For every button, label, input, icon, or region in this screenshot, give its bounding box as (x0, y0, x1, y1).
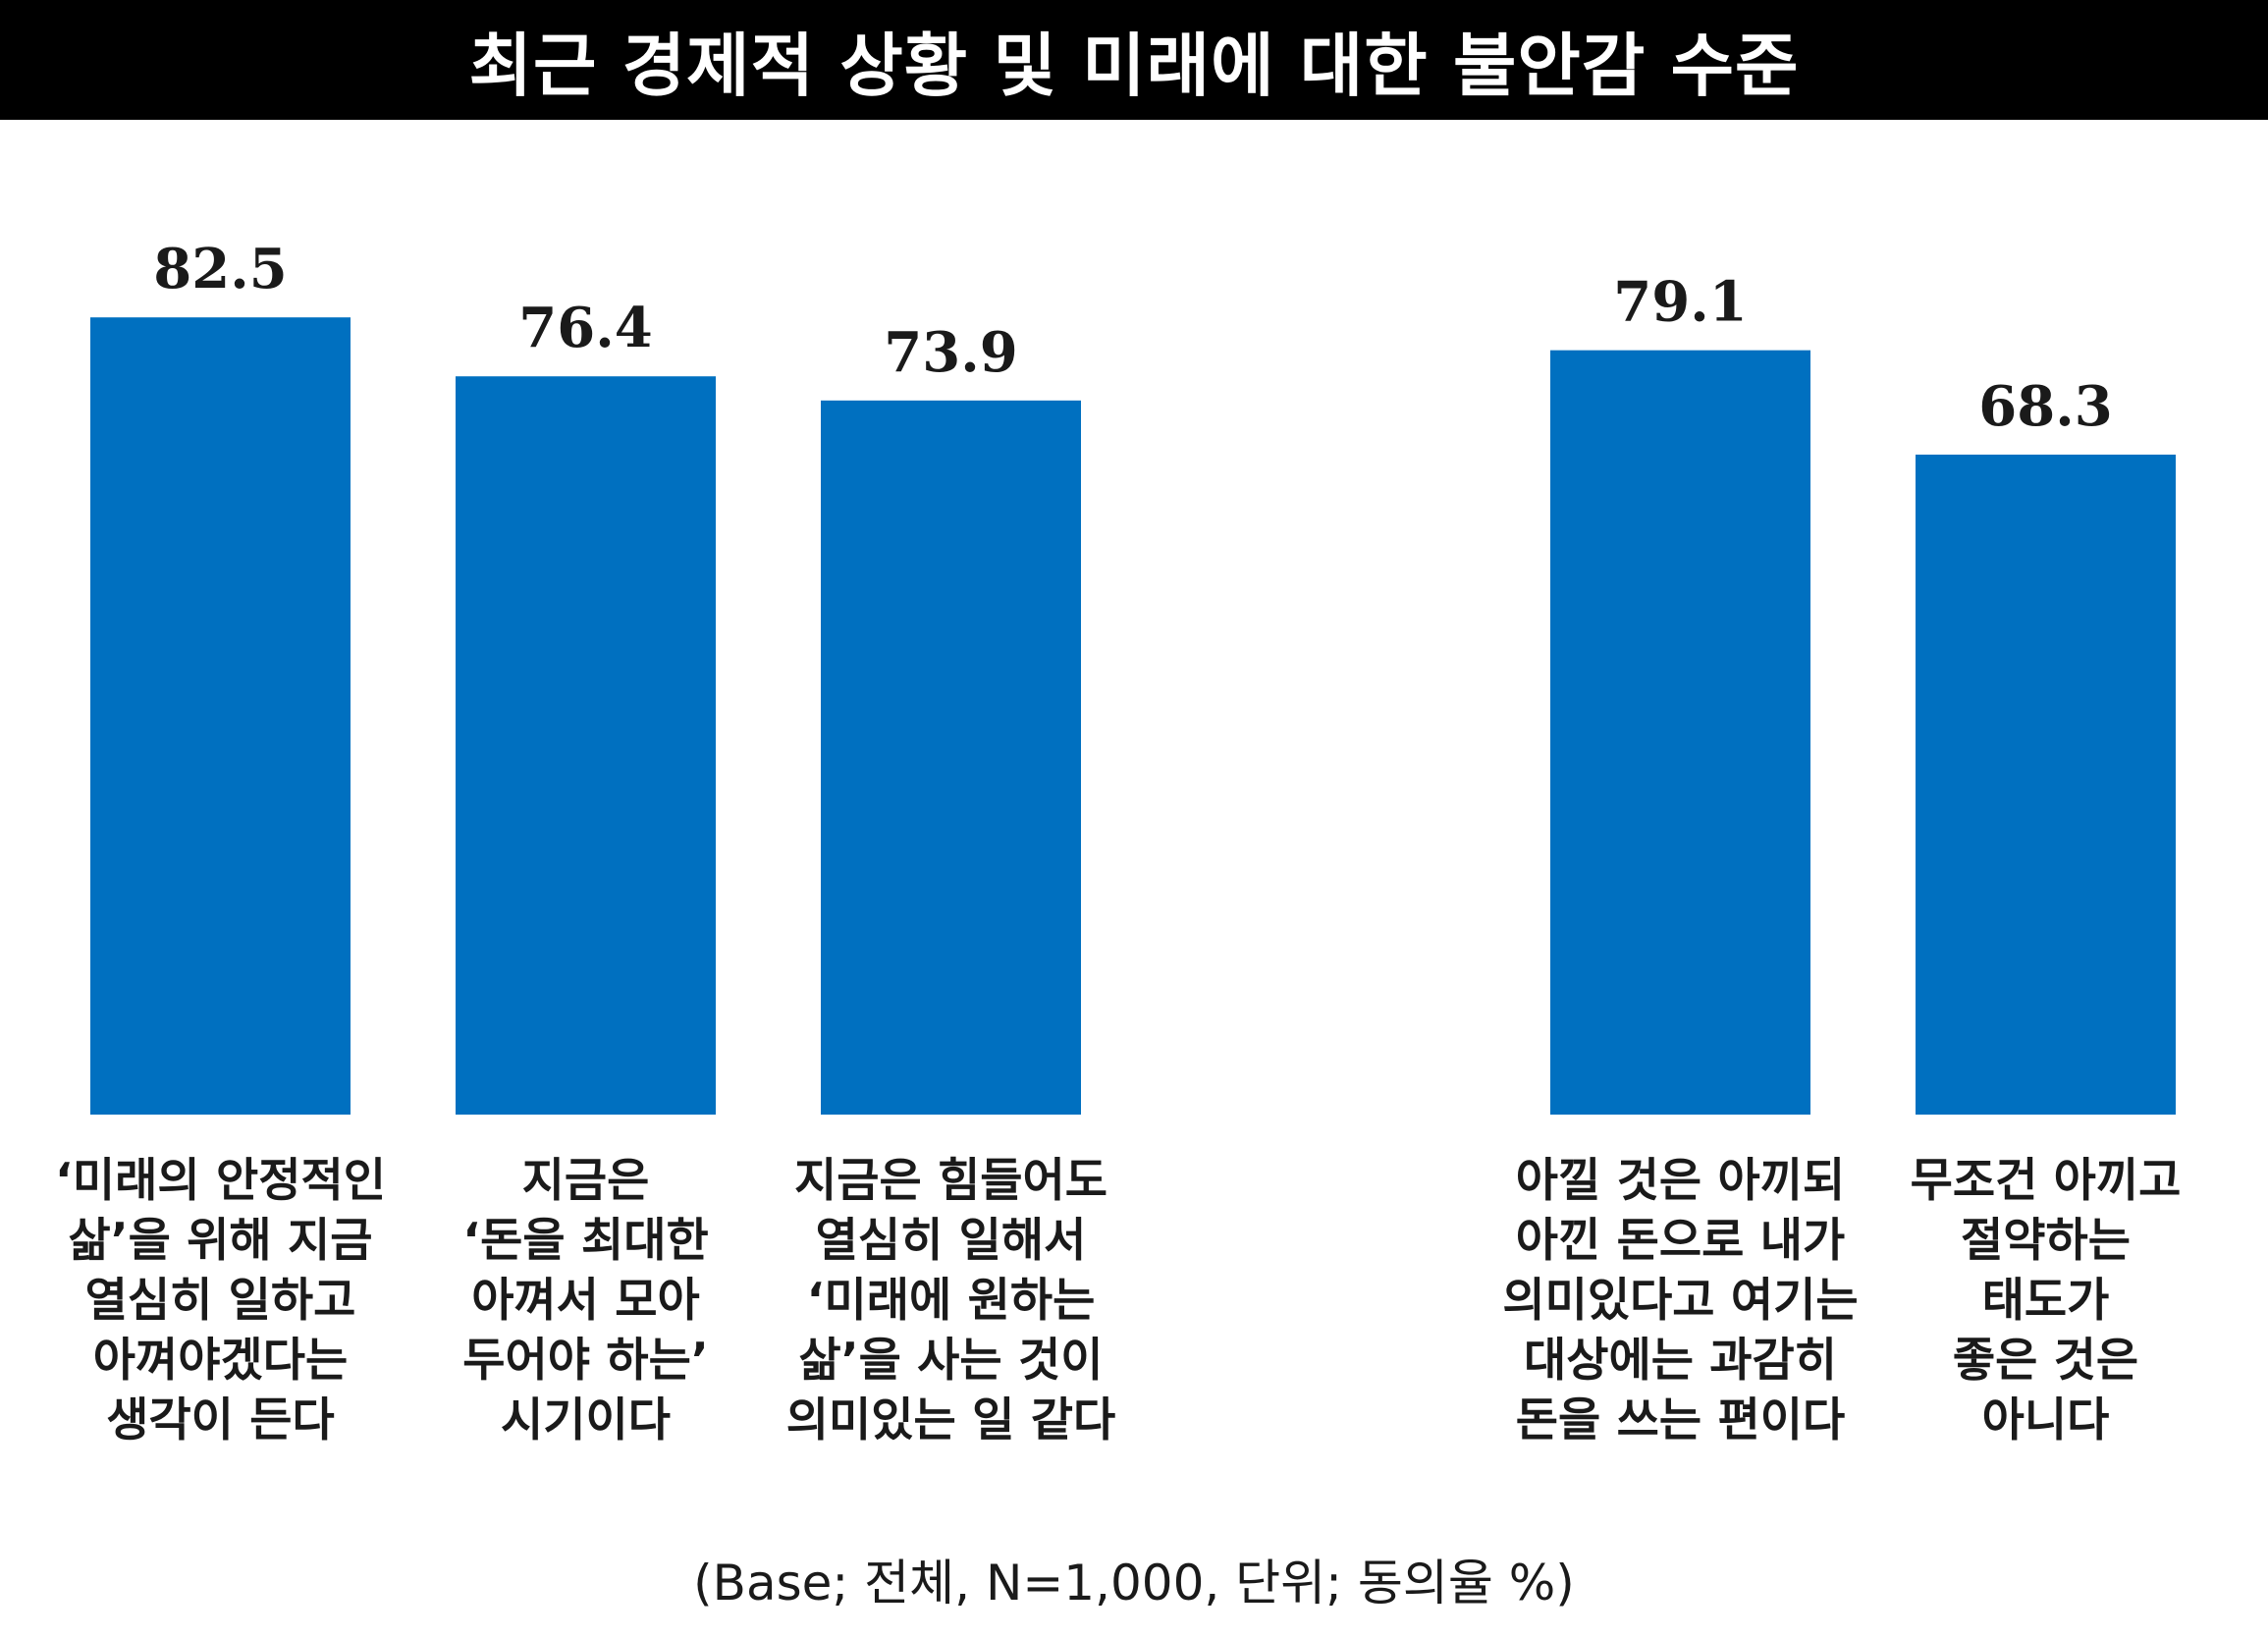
bar-value-label-3: 73.9 (884, 320, 1017, 385)
bar-value-label-4: 79.1 (1613, 270, 1747, 335)
bar-value-label-2: 76.4 (518, 296, 652, 360)
bar-2 (456, 376, 716, 1115)
bar-value-label-5: 68.3 (1978, 374, 2112, 439)
category-label-3: 지금은 힘들어도 열심히 일해서 ‘미래에 원하는 삶’을 사는 것이 의미있는… (785, 1154, 1116, 1447)
title-bar: 최근 경제적 상황 및 미래에 대한 불안감 수준 (0, 0, 2268, 120)
footnote: (Base; 전체, N=1,000, 단위; 동의율 %) (693, 1555, 1575, 1611)
bar-1 (90, 317, 351, 1115)
bar-value-label-1: 82.5 (153, 237, 287, 301)
bar-3 (821, 400, 1081, 1116)
category-label-1: ‘미래의 안정적인 삶’을 위해 지금 열심히 일하고 아껴야겠다는 생각이 든… (55, 1154, 386, 1447)
category-label-4: 아낄 것은 아끼되 아낀 돈으로 내가 의미있다고 여기는 대상에는 과감히 돈… (1502, 1154, 1859, 1447)
chart-title: 최근 경제적 상황 및 미래에 대한 불안감 수준 (468, 25, 1800, 106)
bar-5 (1916, 454, 2176, 1116)
bar-4 (1550, 350, 1810, 1115)
category-label-2: 지금은 ‘돈을 최대한 아껴서 모아 두어야 하는’ 시기이다 (462, 1154, 709, 1447)
category-label-5: 무조건 아끼고 절약하는 태도가 좋은 것은 아니다 (1910, 1154, 2182, 1447)
